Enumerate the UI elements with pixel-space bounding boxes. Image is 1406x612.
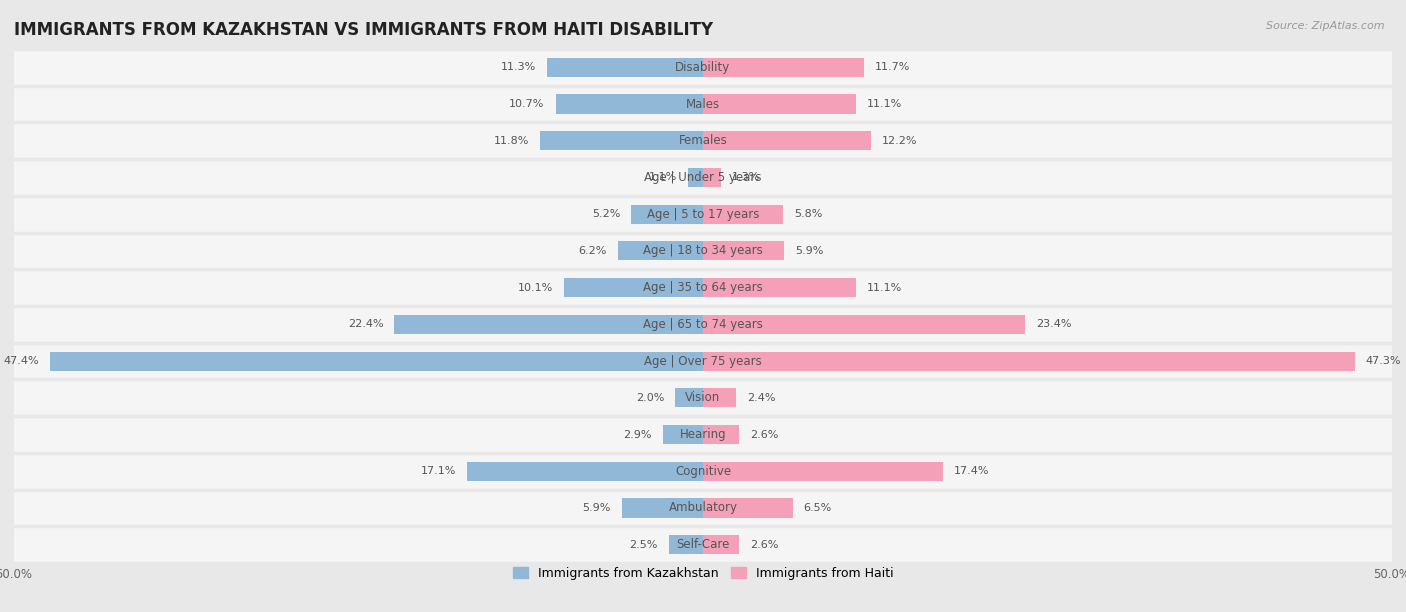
Text: 23.4%: 23.4% xyxy=(1036,319,1071,329)
FancyBboxPatch shape xyxy=(14,526,1392,563)
Text: 22.4%: 22.4% xyxy=(347,319,384,329)
FancyBboxPatch shape xyxy=(14,379,1392,416)
Bar xyxy=(664,425,703,444)
Bar xyxy=(703,388,737,408)
Text: 11.1%: 11.1% xyxy=(868,99,903,109)
Text: 2.0%: 2.0% xyxy=(636,393,665,403)
Text: Males: Males xyxy=(686,97,720,111)
Text: Age | 35 to 64 years: Age | 35 to 64 years xyxy=(643,281,763,294)
Bar xyxy=(621,498,703,518)
Text: 10.7%: 10.7% xyxy=(509,99,544,109)
Bar xyxy=(631,204,703,224)
Text: 5.2%: 5.2% xyxy=(592,209,620,219)
Bar xyxy=(394,315,703,334)
FancyBboxPatch shape xyxy=(14,269,1392,306)
FancyBboxPatch shape xyxy=(14,453,1392,490)
Text: 11.3%: 11.3% xyxy=(501,62,536,72)
Text: Cognitive: Cognitive xyxy=(675,465,731,478)
Text: Age | 65 to 74 years: Age | 65 to 74 years xyxy=(643,318,763,331)
Text: Age | 5 to 17 years: Age | 5 to 17 years xyxy=(647,207,759,221)
Text: 12.2%: 12.2% xyxy=(882,136,918,146)
Text: 2.9%: 2.9% xyxy=(623,430,652,439)
Text: 5.9%: 5.9% xyxy=(796,246,824,256)
Legend: Immigrants from Kazakhstan, Immigrants from Haiti: Immigrants from Kazakhstan, Immigrants f… xyxy=(508,562,898,585)
Text: IMMIGRANTS FROM KAZAKHSTAN VS IMMIGRANTS FROM HAITI DISABILITY: IMMIGRANTS FROM KAZAKHSTAN VS IMMIGRANTS… xyxy=(14,21,713,39)
FancyBboxPatch shape xyxy=(14,306,1392,343)
Bar xyxy=(703,315,1025,334)
Bar xyxy=(703,58,865,77)
Text: 17.4%: 17.4% xyxy=(953,466,990,476)
Text: 11.1%: 11.1% xyxy=(868,283,903,293)
Bar xyxy=(547,58,703,77)
Bar xyxy=(669,535,703,554)
Bar xyxy=(703,498,793,518)
Text: 2.5%: 2.5% xyxy=(628,540,658,550)
Text: Ambulatory: Ambulatory xyxy=(668,501,738,515)
Text: Age | 18 to 34 years: Age | 18 to 34 years xyxy=(643,244,763,258)
FancyBboxPatch shape xyxy=(14,490,1392,526)
Text: 2.4%: 2.4% xyxy=(747,393,776,403)
Text: 5.8%: 5.8% xyxy=(794,209,823,219)
Bar xyxy=(555,94,703,114)
Text: Age | Under 5 years: Age | Under 5 years xyxy=(644,171,762,184)
FancyBboxPatch shape xyxy=(14,343,1392,379)
Text: 17.1%: 17.1% xyxy=(420,466,457,476)
Bar xyxy=(49,351,703,371)
FancyBboxPatch shape xyxy=(14,122,1392,159)
Text: 11.7%: 11.7% xyxy=(875,62,911,72)
Bar xyxy=(703,204,783,224)
Text: Females: Females xyxy=(679,134,727,147)
Bar xyxy=(540,131,703,151)
Bar xyxy=(703,351,1355,371)
FancyBboxPatch shape xyxy=(14,86,1392,122)
Text: 5.9%: 5.9% xyxy=(582,503,610,513)
Bar xyxy=(703,461,943,481)
Bar xyxy=(703,241,785,261)
FancyBboxPatch shape xyxy=(14,49,1392,86)
Bar xyxy=(703,131,872,151)
Text: Hearing: Hearing xyxy=(679,428,727,441)
Text: 47.4%: 47.4% xyxy=(3,356,39,366)
Bar xyxy=(688,168,703,187)
Text: 2.6%: 2.6% xyxy=(749,430,779,439)
Text: 10.1%: 10.1% xyxy=(517,283,553,293)
Text: Disability: Disability xyxy=(675,61,731,74)
Text: 2.6%: 2.6% xyxy=(749,540,779,550)
Bar xyxy=(703,425,738,444)
Text: 1.3%: 1.3% xyxy=(733,173,761,182)
Text: Vision: Vision xyxy=(685,391,721,405)
FancyBboxPatch shape xyxy=(14,196,1392,233)
Bar xyxy=(703,535,738,554)
Text: 6.5%: 6.5% xyxy=(804,503,832,513)
FancyBboxPatch shape xyxy=(14,233,1392,269)
Bar xyxy=(703,94,856,114)
Text: 1.1%: 1.1% xyxy=(648,173,676,182)
Bar xyxy=(675,388,703,408)
Bar xyxy=(617,241,703,261)
Text: 47.3%: 47.3% xyxy=(1365,356,1402,366)
FancyBboxPatch shape xyxy=(14,159,1392,196)
FancyBboxPatch shape xyxy=(14,416,1392,453)
Text: 6.2%: 6.2% xyxy=(578,246,606,256)
Bar xyxy=(564,278,703,297)
Text: Source: ZipAtlas.com: Source: ZipAtlas.com xyxy=(1267,21,1385,31)
Text: Age | Over 75 years: Age | Over 75 years xyxy=(644,354,762,368)
Bar xyxy=(467,461,703,481)
Text: 11.8%: 11.8% xyxy=(494,136,530,146)
Text: Self-Care: Self-Care xyxy=(676,538,730,551)
Bar xyxy=(703,168,721,187)
Bar xyxy=(703,278,856,297)
